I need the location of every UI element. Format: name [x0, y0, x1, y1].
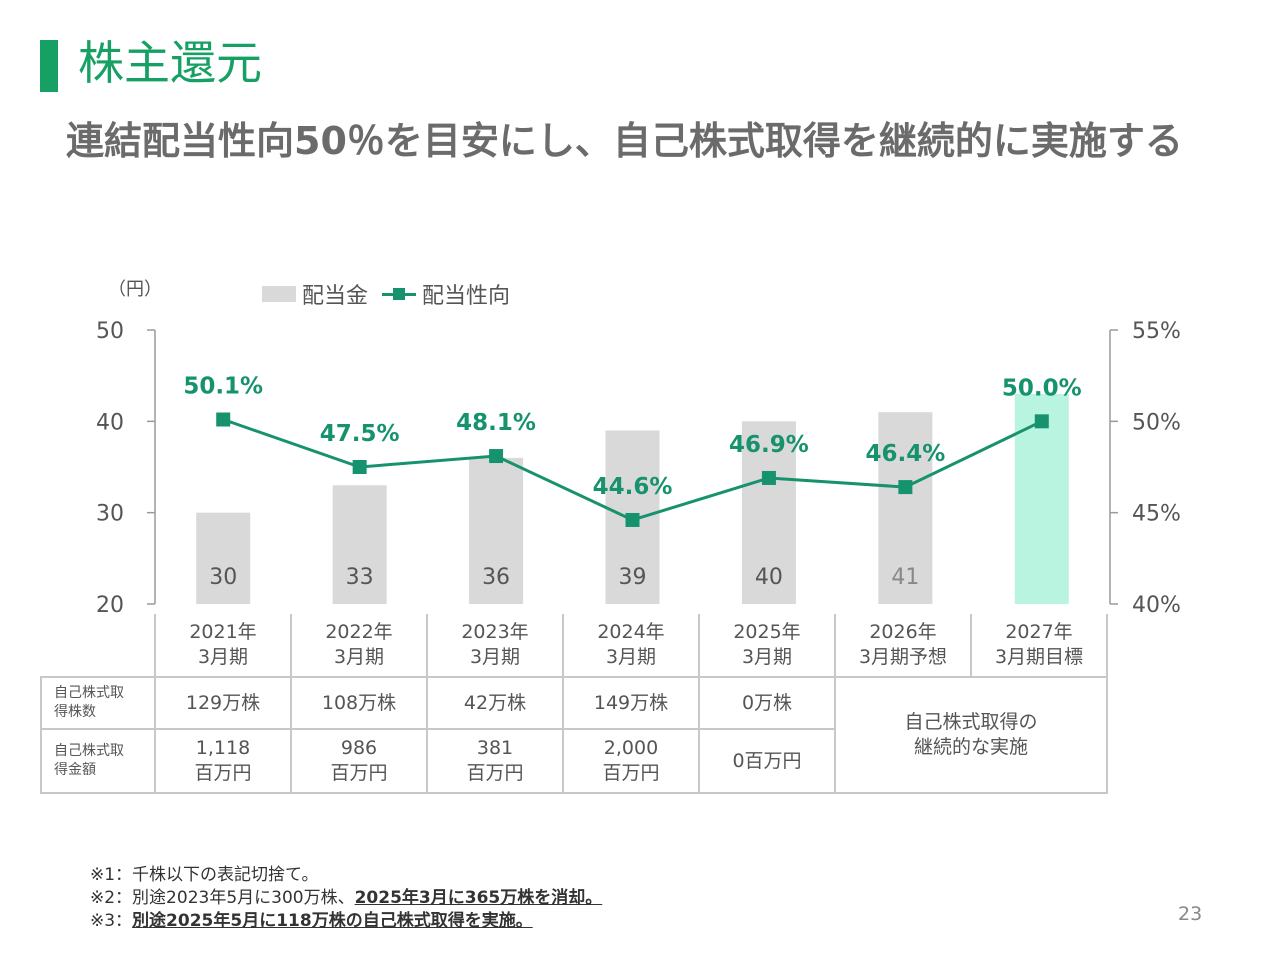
left-tick-label: 30 — [96, 502, 124, 527]
table-cell: 129万株 — [154, 676, 292, 730]
section-title: 株主還元 — [78, 36, 262, 90]
table-row: 自己株式取 得金額 1,118 百万円 986 百万円 381 百万円 2,00… — [40, 728, 1107, 794]
category-label: 2025年 3月期 — [698, 614, 836, 678]
headline: 連結配当性向50％を目安にし、自己株式取得を継続的に実施する — [66, 119, 1183, 163]
row-header-shares: 自己株式取 得株数 — [40, 676, 156, 730]
legend-bar-swatch — [262, 286, 296, 302]
category-label: 2021年 3月期 — [154, 614, 292, 678]
row-header-amount: 自己株式取 得金額 — [40, 728, 156, 794]
category-row: 2021年 3月期 2022年 3月期 2023年 3月期 2024年 3月期 … — [41, 614, 1108, 678]
bar-value-label: 39 — [619, 565, 647, 590]
table-cell: 986 百万円 — [290, 728, 428, 794]
payout-ratio-label: 50.0% — [1002, 375, 1082, 401]
footnote-3: ※3：別途2025年5月に118万株の自己株式取得を実施。 — [90, 910, 602, 933]
bar-value-label: 36 — [482, 565, 510, 590]
payout-ratio-marker — [352, 460, 367, 474]
legend-line-label: 配当性向 — [422, 284, 511, 309]
payout-ratio-marker — [216, 412, 231, 427]
payout-ratio-label: 50.1% — [183, 374, 263, 400]
category-label: 2027年 3月期目標 — [970, 614, 1108, 678]
chart-legend: 配当金 配当性向 — [262, 278, 510, 310]
right-tick-label: 50% — [1132, 410, 1181, 435]
table-cell: 0百万円 — [698, 728, 836, 794]
table-cell: 2,000 百万円 — [562, 728, 700, 794]
table-cell: 108万株 — [290, 676, 428, 730]
buyback-table: 2021年 3月期 2022年 3月期 2023年 3月期 2024年 3月期 … — [40, 614, 1108, 794]
bar-value-label: 30 — [209, 565, 237, 590]
table-row: 自己株式取 得株数 129万株 108万株 42万株 149万株 0万株 自己株… — [40, 676, 1108, 794]
page-number: 23 — [1178, 903, 1203, 925]
left-tick-label: 20 — [96, 593, 124, 618]
dividend-bar — [469, 457, 524, 604]
payout-ratio-marker — [625, 512, 640, 527]
table-cell: 149万株 — [562, 676, 700, 730]
payout-ratio-label: 48.1% — [456, 410, 536, 436]
table-cell: 381 百万円 — [426, 728, 564, 794]
payout-ratio-marker — [1034, 414, 1049, 429]
right-tick-label: 45% — [1132, 502, 1181, 527]
table-cell: 0万株 — [698, 676, 836, 730]
footnote-2-emphasis: 2025年3月に365万株を消却。 — [354, 888, 603, 908]
payout-ratio-label: 44.6% — [593, 474, 673, 500]
dividend-chart: （円） 20 30 40 50 40% 45% 50% 55% 30 33 36 39 40 41 50.1%… — [96, 279, 1181, 618]
left-tick-label: 50 — [96, 319, 124, 344]
bar-value-label: 40 — [755, 565, 783, 590]
dividend-bar — [741, 421, 796, 604]
right-tick-label: 40% — [1132, 593, 1181, 618]
section-marker — [40, 40, 58, 92]
payout-ratio-label: 46.4% — [865, 441, 945, 467]
left-tick-label: 40 — [96, 410, 124, 435]
dividend-bar — [196, 512, 251, 604]
table-cell: 1,118 百万円 — [154, 728, 292, 794]
y-axis-unit: （円） — [108, 279, 162, 300]
legend-bar-label: 配当金 — [302, 284, 369, 309]
footnote-2-text: ※2：別途2023年5月に300万株、 — [90, 888, 355, 908]
dividend-bar — [878, 412, 933, 604]
dividend-bar — [332, 485, 387, 604]
footnote-3-emphasis: 別途2025年5月に118万株の自己株式取得を実施。 — [132, 911, 533, 931]
payout-ratio-marker — [898, 480, 913, 495]
right-tick-label: 55% — [1132, 319, 1181, 344]
legend-line-swatch — [382, 286, 417, 302]
footnote-2: ※2：別途2023年5月に300万株、2025年3月に365万株を消却。 — [90, 887, 602, 910]
footnote-3-text: ※3： — [90, 911, 133, 931]
table-cell: 42万株 — [426, 676, 564, 730]
merged-note-cell: 自己株式取得の 継続的な実施 — [834, 676, 1108, 794]
payout-ratio-label: 47.5% — [320, 421, 400, 447]
category-label: 2024年 3月期 — [562, 614, 700, 678]
bar-value-label: 41 — [891, 565, 919, 590]
payout-ratio-label: 46.9% — [729, 432, 809, 458]
category-label: 2022年 3月期 — [290, 614, 428, 678]
payout-ratio-marker — [489, 449, 504, 464]
bar-value-label: 33 — [346, 565, 374, 590]
footnote-1: ※1：千株以下の表記切捨て。 — [90, 865, 319, 885]
payout-ratio-marker — [761, 470, 776, 485]
category-label: 2023年 3月期 — [426, 614, 564, 678]
footnotes: ※1：千株以下の表記切捨て。 ※2：別途2023年5月に300万株、2025年3… — [90, 864, 602, 933]
category-label: 2026年 3月期予想 — [834, 614, 972, 678]
